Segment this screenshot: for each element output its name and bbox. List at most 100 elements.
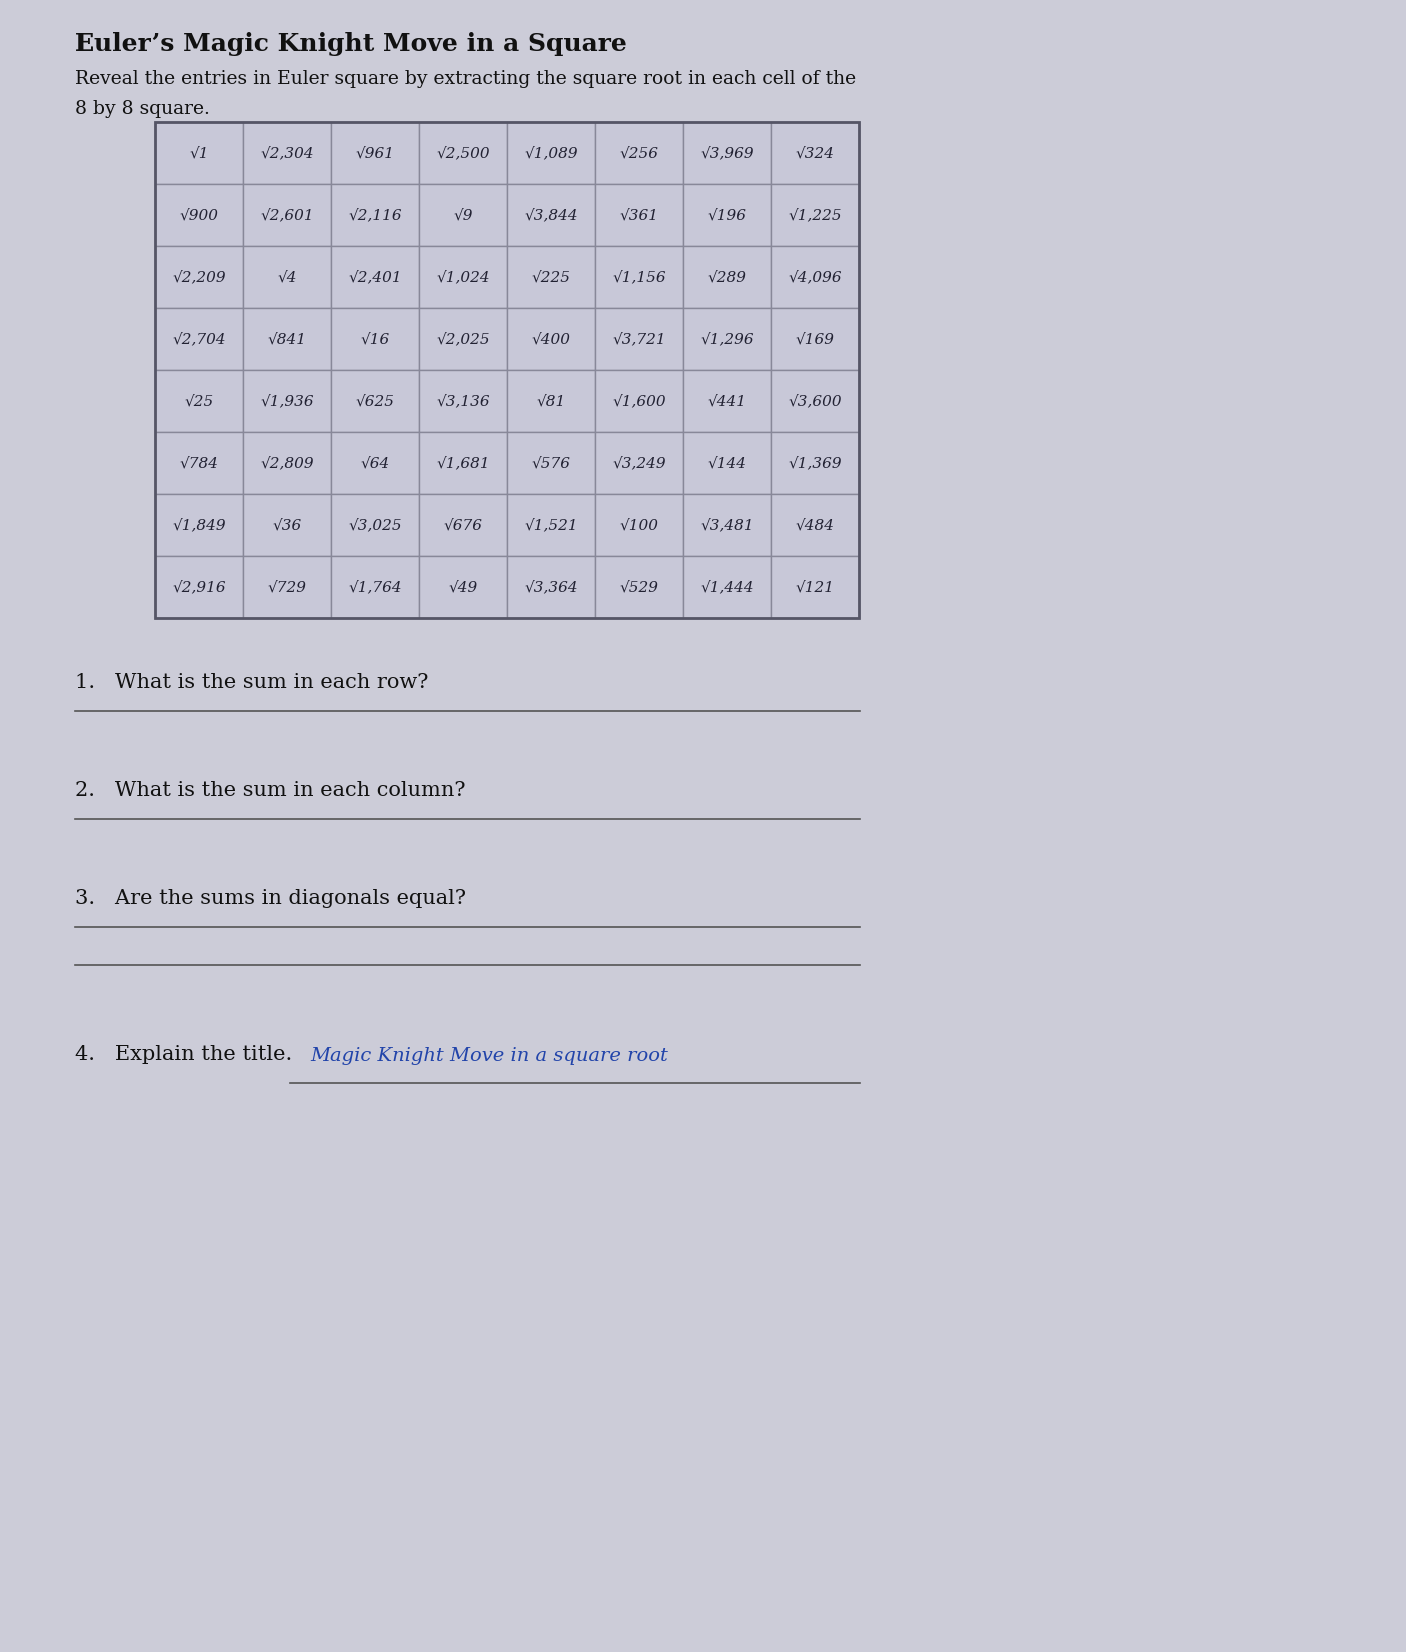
Text: √1,024: √1,024 bbox=[436, 269, 489, 284]
Bar bbox=[683, 183, 770, 246]
Bar bbox=[419, 433, 508, 494]
Bar bbox=[595, 246, 683, 307]
Text: √9: √9 bbox=[453, 208, 472, 221]
Text: √2,025: √2,025 bbox=[436, 332, 489, 345]
Bar bbox=[508, 122, 595, 183]
Text: √3,136: √3,136 bbox=[436, 393, 489, 408]
Text: √3,481: √3,481 bbox=[700, 519, 754, 532]
Text: √2,500: √2,500 bbox=[436, 145, 489, 160]
Bar bbox=[770, 370, 859, 433]
Text: √529: √529 bbox=[620, 580, 658, 595]
Text: 3.   Are the sums in diagonals equal?: 3. Are the sums in diagonals equal? bbox=[75, 889, 465, 909]
Text: √3,364: √3,364 bbox=[524, 580, 578, 595]
Bar bbox=[243, 557, 330, 618]
Text: √2,401: √2,401 bbox=[349, 269, 402, 284]
Bar bbox=[243, 183, 330, 246]
Bar bbox=[595, 494, 683, 557]
Bar bbox=[243, 122, 330, 183]
Text: √2,209: √2,209 bbox=[172, 269, 226, 284]
Bar bbox=[155, 557, 243, 618]
Text: √3,969: √3,969 bbox=[700, 145, 754, 160]
Bar bbox=[155, 183, 243, 246]
Text: Magic Knight Move in a square root: Magic Knight Move in a square root bbox=[309, 1047, 668, 1066]
Text: √225: √225 bbox=[531, 269, 571, 284]
Text: √1,936: √1,936 bbox=[260, 393, 314, 408]
Text: √121: √121 bbox=[796, 580, 835, 595]
Bar bbox=[419, 307, 508, 370]
Text: √144: √144 bbox=[707, 456, 747, 471]
Text: √1,089: √1,089 bbox=[524, 145, 578, 160]
Text: √900: √900 bbox=[180, 208, 218, 221]
Bar bbox=[595, 307, 683, 370]
Text: √441: √441 bbox=[707, 393, 747, 408]
Bar bbox=[770, 246, 859, 307]
Text: √169: √169 bbox=[796, 332, 835, 345]
Text: √841: √841 bbox=[267, 332, 307, 345]
Text: √100: √100 bbox=[620, 519, 658, 532]
Bar bbox=[683, 246, 770, 307]
Bar bbox=[508, 557, 595, 618]
Text: √784: √784 bbox=[180, 456, 218, 471]
Bar bbox=[243, 246, 330, 307]
Text: √1,296: √1,296 bbox=[700, 332, 754, 345]
Bar bbox=[508, 370, 595, 433]
Text: √1,600: √1,600 bbox=[612, 393, 666, 408]
Bar bbox=[419, 183, 508, 246]
Bar bbox=[419, 370, 508, 433]
Text: √2,809: √2,809 bbox=[260, 456, 314, 471]
Bar bbox=[419, 557, 508, 618]
Bar bbox=[243, 494, 330, 557]
Text: √3,025: √3,025 bbox=[349, 519, 402, 532]
Bar bbox=[243, 370, 330, 433]
Text: √1,369: √1,369 bbox=[789, 456, 842, 471]
Text: √1,225: √1,225 bbox=[789, 208, 842, 221]
Bar bbox=[595, 370, 683, 433]
Text: Euler’s Magic Knight Move in a Square: Euler’s Magic Knight Move in a Square bbox=[75, 31, 627, 56]
Bar bbox=[155, 122, 859, 618]
Text: √36: √36 bbox=[273, 519, 302, 532]
Bar bbox=[683, 494, 770, 557]
Text: 2.   What is the sum in each column?: 2. What is the sum in each column? bbox=[75, 781, 465, 800]
Bar bbox=[330, 183, 419, 246]
Bar bbox=[330, 557, 419, 618]
Bar bbox=[508, 494, 595, 557]
Text: √729: √729 bbox=[267, 580, 307, 595]
Text: √2,116: √2,116 bbox=[349, 208, 402, 221]
Bar bbox=[330, 122, 419, 183]
Bar bbox=[508, 433, 595, 494]
Bar bbox=[419, 246, 508, 307]
Text: √361: √361 bbox=[620, 208, 658, 221]
Bar bbox=[508, 307, 595, 370]
Text: √676: √676 bbox=[443, 519, 482, 532]
Text: √2,704: √2,704 bbox=[172, 332, 226, 345]
Bar bbox=[595, 557, 683, 618]
Bar bbox=[683, 307, 770, 370]
Text: √1,156: √1,156 bbox=[612, 269, 666, 284]
Text: √1,681: √1,681 bbox=[436, 456, 489, 471]
Text: √2,916: √2,916 bbox=[172, 580, 226, 595]
Text: √4: √4 bbox=[277, 269, 297, 284]
Bar bbox=[155, 122, 243, 183]
Text: √484: √484 bbox=[796, 519, 835, 532]
Bar bbox=[243, 433, 330, 494]
Bar bbox=[770, 433, 859, 494]
Bar bbox=[595, 122, 683, 183]
Text: √1,849: √1,849 bbox=[172, 519, 226, 532]
Text: √16: √16 bbox=[360, 332, 389, 345]
Text: √4,096: √4,096 bbox=[789, 269, 842, 284]
Bar bbox=[770, 122, 859, 183]
Bar bbox=[683, 557, 770, 618]
Text: √1,444: √1,444 bbox=[700, 580, 754, 595]
Text: √3,600: √3,600 bbox=[789, 393, 842, 408]
Text: √1,764: √1,764 bbox=[349, 580, 402, 595]
Bar bbox=[683, 433, 770, 494]
Bar bbox=[155, 370, 243, 433]
Text: √64: √64 bbox=[360, 456, 389, 471]
Bar bbox=[330, 246, 419, 307]
Bar bbox=[508, 246, 595, 307]
Text: √324: √324 bbox=[796, 145, 835, 160]
Text: √961: √961 bbox=[356, 145, 395, 160]
Bar bbox=[508, 183, 595, 246]
Text: √400: √400 bbox=[531, 332, 571, 345]
Bar bbox=[155, 433, 243, 494]
